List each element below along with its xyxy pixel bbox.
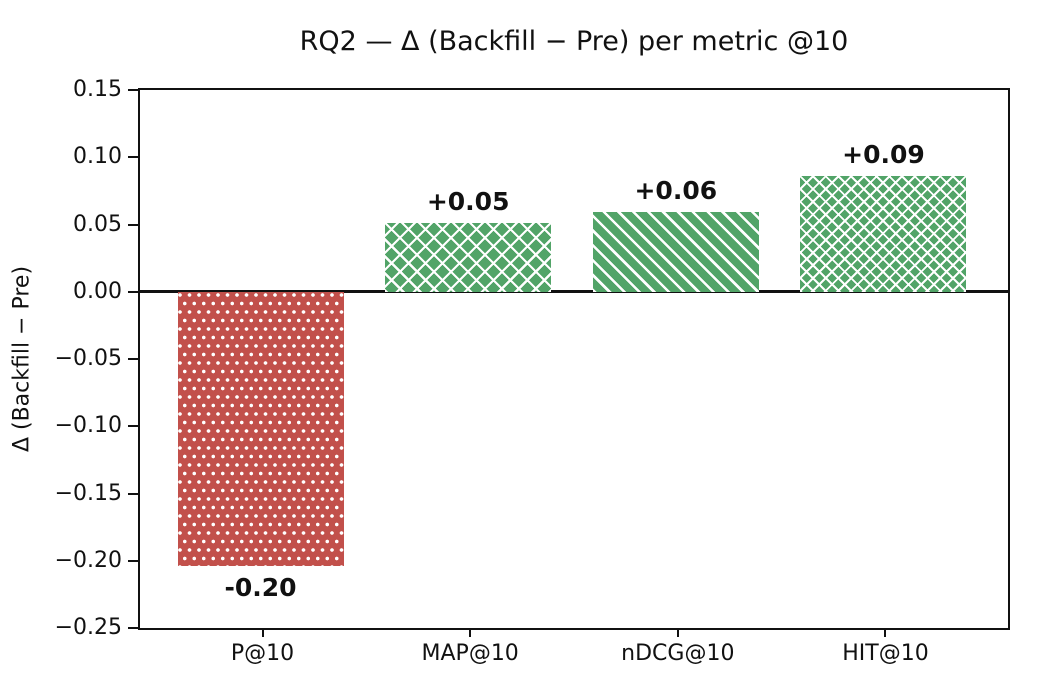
bar-value-label: +0.09: [842, 140, 925, 170]
y-tick-mark: [128, 156, 138, 159]
y-tick-label: 0.05: [73, 211, 122, 237]
bar: [800, 176, 967, 292]
bar-value-label: +0.06: [634, 176, 718, 206]
y-tick-label: −0.20: [54, 547, 122, 573]
y-tick-mark: [128, 492, 138, 495]
y-tick-label: −0.05: [54, 346, 122, 371]
x-tick-mark: [261, 628, 264, 637]
y-tick-mark: [128, 89, 138, 91]
y-tick-label: 0.00: [73, 278, 122, 304]
y-tick-mark: [128, 425, 138, 428]
y-tick-label: 0.10: [73, 144, 122, 170]
bar: [385, 223, 552, 292]
x-tick-label: nDCG@10: [621, 641, 735, 666]
y-tick-label: −0.25: [54, 615, 122, 640]
plot-area: -0.20 +0.05 +0.06 +0.09: [138, 88, 1010, 630]
bar-value-label: -0.20: [224, 573, 297, 603]
x-tick-mark: [884, 628, 887, 637]
bar: [592, 212, 759, 292]
x-tick-label: MAP@10: [421, 641, 519, 666]
x-tick-label: HIT@10: [842, 641, 929, 666]
y-axis-label: Δ (Backfill − Pre): [9, 265, 35, 453]
y-tick-mark: [128, 559, 138, 562]
x-tick-mark: [469, 628, 472, 637]
zero-line: [140, 290, 1008, 294]
y-tick-label: −0.15: [54, 480, 122, 506]
chart-title: RQ2 — Δ (Backfill − Pre) per metric @10: [299, 26, 849, 57]
bar-value-label: +0.05: [426, 187, 510, 217]
x-tick-mark: [676, 628, 679, 637]
x-tick-label: P@10: [230, 641, 295, 666]
y-tick-label: −0.10: [54, 413, 122, 439]
y-tick-mark: [128, 223, 138, 226]
y-tick-mark: [128, 358, 138, 360]
bar: [177, 291, 344, 567]
y-tick-mark: [128, 290, 138, 293]
y-tick-label: 0.15: [73, 77, 122, 102]
y-tick-mark: [128, 627, 138, 629]
